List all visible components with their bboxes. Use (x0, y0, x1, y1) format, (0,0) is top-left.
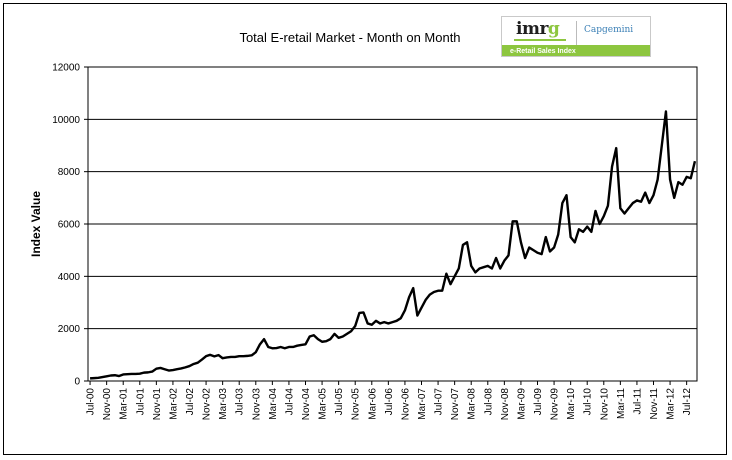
y-tick-label: 12000 (52, 63, 80, 74)
x-tick-label: Jul-10 (583, 388, 594, 416)
logo-bar-text: e-Retail Sales Index (510, 48, 576, 55)
x-tick-label: Mar-03 (218, 388, 229, 420)
x-tick-label: Jul-11 (632, 388, 643, 415)
x-tick-label: Jul-12 (682, 388, 693, 416)
x-tick-label: Nov-04 (301, 388, 312, 421)
x-tick-label: Jul-03 (235, 388, 246, 416)
x-tick-label: Mar-06 (367, 388, 378, 420)
x-tick-label: Mar-04 (268, 388, 279, 420)
x-tick-label: Mar-12 (666, 388, 677, 420)
x-tick-label: Mar-02 (168, 388, 179, 420)
imrg-logo-underline (514, 39, 566, 41)
plot-area-border (87, 66, 698, 382)
x-tick-label: Jul-08 (483, 388, 494, 416)
x-tick-label: Nov-01 (152, 388, 163, 421)
y-tick-label: 10000 (52, 115, 80, 126)
gridlines (88, 66, 697, 330)
x-tick-label: Jul-07 (434, 388, 445, 416)
x-tick-label: Mar-11 (616, 388, 627, 419)
x-tick-label: Nov-03 (251, 388, 262, 421)
y-tick-labels: 0 2000 4000 6000 8000 10000 12000 (52, 63, 88, 388)
x-tick-label: Jul-02 (185, 388, 196, 416)
logo-bar (502, 45, 650, 56)
y-tick-label: 2000 (58, 324, 81, 335)
capgemini-logo-text: Capgemini (584, 25, 634, 35)
x-tick-label: Nov-00 (102, 388, 113, 421)
x-tick-label: Jul-05 (334, 388, 345, 416)
series-line-total-e-retail (89, 110, 697, 380)
x-tick-label: Jul-06 (384, 388, 395, 416)
y-tick-label: 6000 (58, 220, 81, 231)
chart-frame (3, 3, 727, 455)
x-tick-label: Jul-04 (284, 388, 295, 416)
imrg-logo-text: imrg (516, 19, 560, 39)
x-tick-label: Jul-00 (86, 388, 97, 416)
y-tick-label: 4000 (58, 272, 81, 283)
x-tick-label: Nov-07 (450, 388, 461, 421)
x-tick-label: Nov-05 (351, 388, 362, 421)
x-tick-label: Jul-09 (533, 388, 544, 416)
x-tick-label: Mar-01 (119, 388, 130, 420)
x-tick-label: Nov-09 (550, 388, 561, 421)
imrg-capgemini-logo: imrg Capgemini e-Retail Sales Index (501, 16, 651, 57)
x-tick-label: Nov-11 (649, 388, 660, 420)
x-tick-label: Mar-05 (318, 388, 329, 420)
y-tick-label: 0 (74, 377, 80, 388)
x-tick-label: Nov-08 (500, 388, 511, 421)
x-tick-label: Mar-10 (566, 388, 577, 420)
x-tick-label: Nov-06 (400, 388, 411, 421)
x-tick-label: Nov-10 (599, 388, 610, 421)
y-axis-label: Index Value (29, 191, 43, 257)
x-tick-labels: Jul-00 Nov-00 Mar-01 Jul-01 Nov-01 Mar-02 Jul-… (86, 381, 693, 421)
y-tick-label: 8000 (58, 167, 81, 178)
x-tick-label: Nov-02 (202, 388, 213, 421)
chart-title: Total E-retail Market - Month on Month (239, 30, 461, 45)
x-tick-label: Mar-07 (417, 388, 428, 420)
x-tick-label: Jul-01 (135, 388, 146, 416)
logo-separator (576, 21, 577, 45)
x-tick-label: Mar-09 (516, 388, 527, 420)
x-tick-label: Mar-08 (467, 388, 478, 420)
